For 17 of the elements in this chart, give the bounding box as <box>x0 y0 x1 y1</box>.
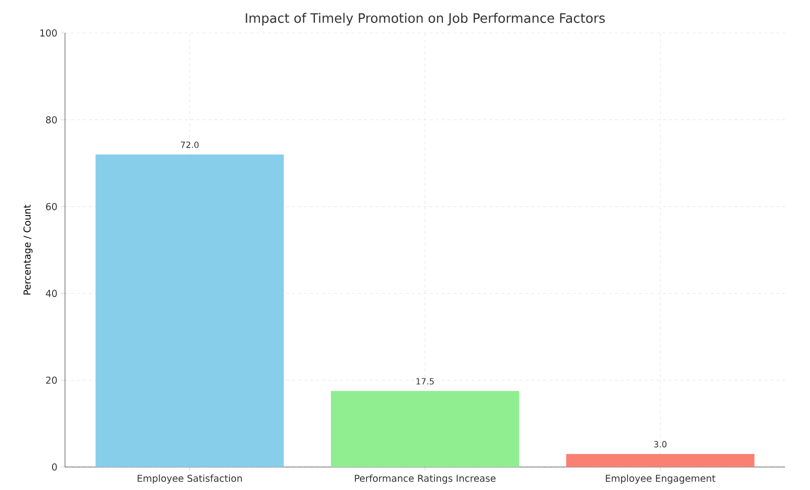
y-tick-label: 0 <box>52 463 57 471</box>
y-tick-label: 40 <box>46 290 57 297</box>
x-tick-label: Employee Engagement <box>606 474 716 484</box>
y-tick-label: 20 <box>46 376 57 384</box>
data-label: 17.5 <box>416 378 434 385</box>
y-axis-title: Percentage / Count <box>23 204 32 295</box>
bar <box>566 454 754 467</box>
y-tick-label: 100 <box>40 29 57 37</box>
y-tick-label: 60 <box>46 203 57 210</box>
x-tick-label: Employee Satisfaction <box>138 474 242 484</box>
chart-title: Impact of Timely Promotion on Job Performance Factors <box>246 12 605 26</box>
bar <box>330 391 520 467</box>
bar <box>96 154 284 467</box>
data-label: 3.0 <box>654 441 666 448</box>
data-label: 72.0 <box>180 142 199 148</box>
y-tick-label: 80 <box>46 116 57 124</box>
x-tick-label: Performance Ratings Increase <box>354 474 496 484</box>
